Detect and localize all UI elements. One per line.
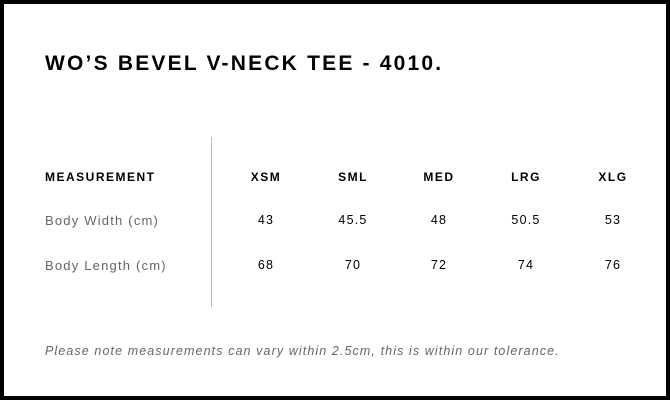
table-cell: 45.5 [338,213,368,227]
table-header-row: MEASUREMENT XSM SML MED LRG XLG [4,170,666,190]
table-cell: 48 [430,213,448,227]
table-cell: 76 [604,258,622,272]
table-cell: 72 [430,258,448,272]
table-row: Body Length (cm) 68 70 72 74 76 [4,258,666,278]
header-size: MED [423,170,455,184]
header-measurement: MEASUREMENT [45,170,156,184]
table-cell: 53 [604,213,622,227]
table-cell: 74 [517,258,535,272]
tolerance-note: Please note measurements can vary within… [45,344,560,358]
page-title: WO’S BEVEL V-NECK TEE - 4010. [45,52,444,75]
table-cell: 68 [257,258,275,272]
table-cell: 43 [257,213,275,227]
header-size: SML [338,170,368,184]
column-divider [211,137,212,307]
table-row: Body Width (cm) 43 45.5 48 50.5 53 [4,213,666,233]
header-size: LRG [511,170,541,184]
header-size: XSM [250,170,282,184]
row-label: Body Length (cm) [45,258,167,273]
table-cell: 70 [344,258,362,272]
header-size: XLG [598,170,628,184]
table-cell: 50.5 [511,213,541,227]
row-label: Body Width (cm) [45,213,160,228]
